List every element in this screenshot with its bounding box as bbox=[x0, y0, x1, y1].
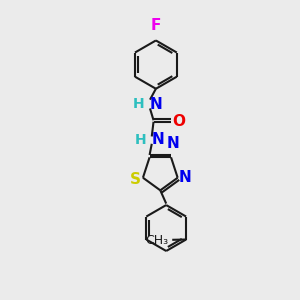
Text: O: O bbox=[172, 114, 185, 129]
Text: N: N bbox=[166, 136, 179, 151]
Text: N: N bbox=[179, 170, 192, 185]
Text: CH₃: CH₃ bbox=[145, 235, 168, 248]
Text: H: H bbox=[133, 97, 144, 111]
Text: H: H bbox=[135, 133, 146, 147]
Text: F: F bbox=[151, 18, 161, 33]
Text: N: N bbox=[152, 133, 164, 148]
Text: S: S bbox=[130, 172, 141, 187]
Text: N: N bbox=[149, 97, 162, 112]
